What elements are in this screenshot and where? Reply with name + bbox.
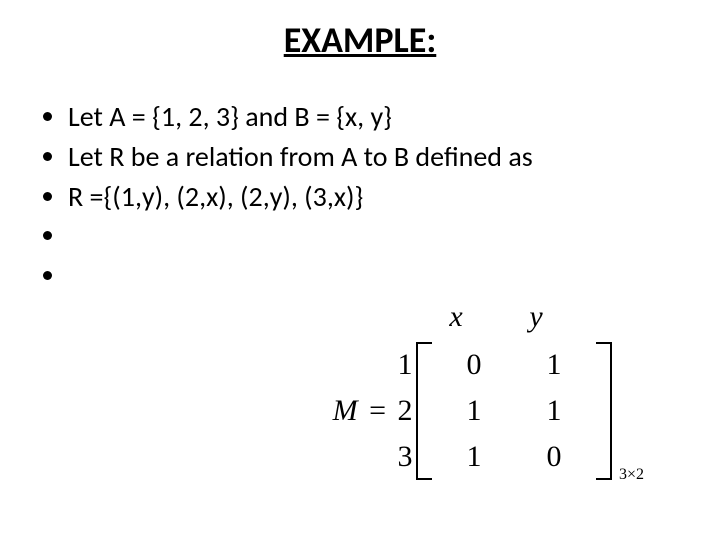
matrix-row: 0 1 — [434, 342, 594, 388]
matrix-row-header: 1 — [394, 342, 416, 388]
slide-title: EXAMPLE: — [40, 18, 680, 62]
matrix-col-header: y — [496, 300, 576, 334]
matrix-symbol: M — [333, 394, 358, 427]
bracket-left — [416, 342, 432, 480]
matrix-col-headers: x y — [416, 300, 612, 334]
matrix-row-headers: 1 2 3 — [394, 342, 416, 480]
matrix-bracket: 0 1 1 1 1 0 3×2 — [416, 336, 612, 486]
matrix-cells: 0 1 1 1 1 0 — [434, 342, 594, 480]
matrix-cell: 1 — [514, 394, 594, 428]
matrix-block: x y M = 1 2 3 0 1 1 — [300, 300, 612, 486]
bullet-item — [68, 257, 680, 295]
matrix-row: 1 1 — [434, 388, 594, 434]
equals-sign: = — [365, 394, 390, 427]
matrix-col-header: x — [416, 300, 496, 334]
matrix-row-header: 2 — [394, 388, 416, 434]
matrix-label: M = — [300, 394, 394, 428]
bullet-item — [68, 217, 680, 255]
matrix-cell: 1 — [434, 440, 514, 474]
matrix-subscript: 3×2 — [619, 466, 644, 484]
matrix-cell: 1 — [434, 394, 514, 428]
bullet-item: R ={(1,y), (2,x), (2,y), (3,x)} — [68, 178, 680, 216]
bracket-right: 3×2 — [596, 342, 612, 480]
bullet-list: Let A = {1, 2, 3} and B = {x, y} Let R b… — [40, 98, 680, 295]
matrix-cell: 0 — [514, 440, 594, 474]
bullet-item: Let R be a relation from A to B defined … — [68, 138, 680, 176]
matrix-cell: 0 — [434, 348, 514, 382]
matrix-cell: 1 — [514, 348, 594, 382]
matrix-row-header: 3 — [394, 434, 416, 480]
matrix-row: 1 0 — [434, 434, 594, 480]
bullet-item: Let A = {1, 2, 3} and B = {x, y} — [68, 98, 680, 136]
